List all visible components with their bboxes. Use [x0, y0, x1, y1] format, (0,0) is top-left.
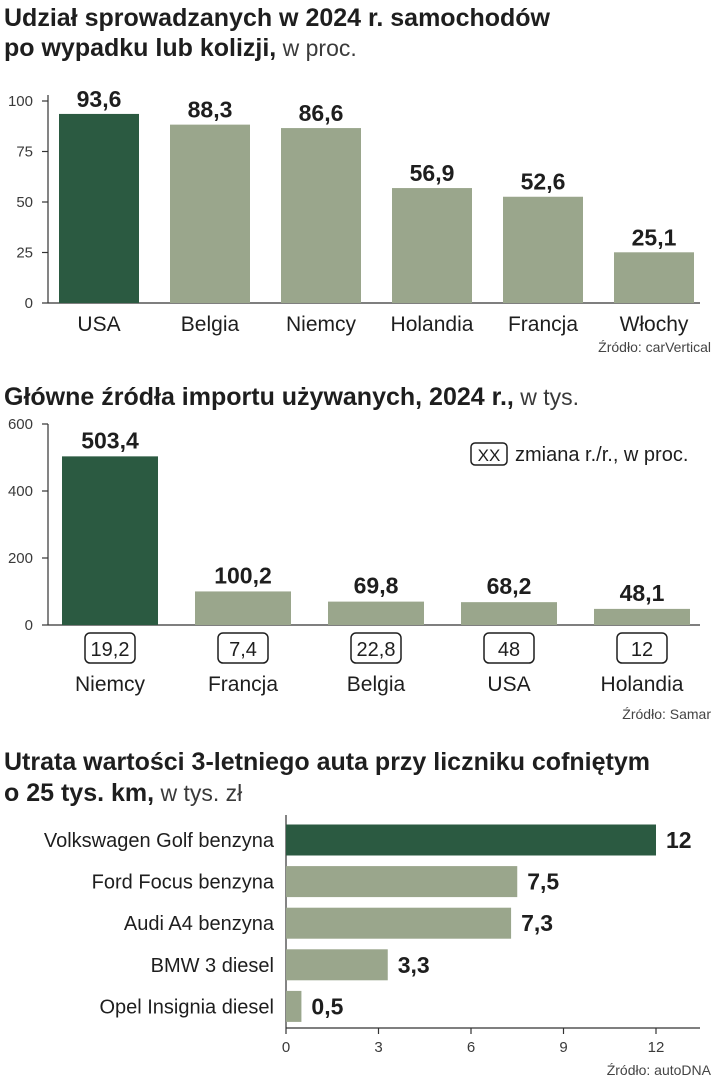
- chart2-source: Źródło: Samar: [622, 706, 711, 722]
- chart3-bar: [286, 907, 512, 939]
- chart3-bars: 12 Volkswagen Golf benzyna 7,5 Ford Focus b…: [44, 824, 692, 1022]
- chart3-bar: [286, 824, 656, 856]
- chart3-value-label: 0,5: [311, 993, 343, 1019]
- chart2-title: Główne źródła importu używanych, 2024 r.…: [4, 383, 579, 411]
- chart2-y-tick-label: 400: [8, 483, 33, 500]
- chart1-title: Udział sprowadzanych w 2024 r. samochodó…: [4, 4, 551, 32]
- chart1-bar: [281, 128, 361, 303]
- chart1-value-label: 93,6: [77, 86, 122, 112]
- chart1-source: Źródło: carVertical: [598, 339, 711, 355]
- chart1-axes: 0 25 50 75 100: [8, 93, 700, 312]
- chart3-category-label: Ford Focus benzyna: [92, 872, 275, 894]
- chart2-value-label: 69,8: [354, 573, 399, 599]
- chart1-category-label: Holandia: [391, 313, 474, 336]
- chart-import-sources: Główne źródła importu używanych, 2024 r.…: [4, 383, 711, 722]
- chart1-title-line2-bold: po wypadku lub kolizji,: [4, 34, 276, 62]
- chart2-value-label: 503,4: [81, 427, 139, 453]
- chart1-y-tick-label: 25: [16, 245, 33, 262]
- legend-box-icon: [470, 442, 508, 466]
- chart2-value-label: 68,2: [487, 573, 532, 599]
- chart1-category-label: Belgia: [181, 313, 240, 336]
- chart3-x-tick-label: 12: [648, 1039, 665, 1056]
- chart1-category-label: Francja: [508, 313, 578, 336]
- chart3-source: Źródło: autoDNA: [607, 1062, 712, 1078]
- chart2-category-label: Belgia: [347, 673, 406, 696]
- chart2-change-label: 19,2: [91, 639, 130, 661]
- chart1-bar: [614, 252, 694, 303]
- chart2-bar: [328, 601, 424, 625]
- chart3-value-label: 12: [666, 827, 692, 853]
- chart2-change-box: [483, 632, 535, 664]
- chart2-change-box: [350, 632, 402, 664]
- chart3-x-tick-label: 3: [374, 1039, 382, 1056]
- chart3-title-line2: o 25 tys. km, w tys. zł: [4, 779, 242, 807]
- chart2-change-label: 22,8: [357, 639, 396, 661]
- chart1-bar: [392, 188, 472, 303]
- chart1-y-tick-label: 50: [16, 194, 33, 211]
- chart1-title-line2: po wypadku lub kolizji, w proc.: [4, 34, 357, 62]
- chart3-x-tick-label: 0: [282, 1039, 290, 1056]
- chart2-category-label: Holandia: [601, 673, 684, 696]
- chart3-title-line2-bold: o 25 tys. km,: [4, 779, 154, 807]
- chart1-bar: [170, 124, 250, 303]
- chart2-bar: [461, 602, 557, 625]
- chart2-change-label: 48: [498, 639, 520, 661]
- legend-box-label: XX: [478, 446, 501, 465]
- chart2-value-label: 48,1: [620, 580, 665, 606]
- chart3-value-label: 3,3: [398, 952, 430, 978]
- chart2-category-label: USA: [487, 673, 530, 696]
- chart3-value-label: 7,3: [521, 910, 553, 936]
- chart2-change-label: 7,4: [229, 639, 257, 661]
- chart3-title: Utrata wartości 3-letniego auta przy lic…: [4, 748, 650, 776]
- chart1-bar: [503, 196, 583, 303]
- chart1-bar: [59, 113, 139, 303]
- chart3-unit: w tys. zł: [154, 780, 242, 806]
- chart2-y-tick-label: 200: [8, 550, 33, 567]
- chart2-bar: [594, 608, 690, 625]
- chart2-unit: w tys.: [514, 384, 579, 410]
- chart2-legend: XX zmiana r./r., w proc.: [470, 442, 688, 466]
- chart1-unit: w proc.: [276, 35, 357, 61]
- chart3-category-label: BMW 3 diesel: [151, 955, 274, 977]
- legend-label: zmiana r./r., w proc.: [515, 444, 688, 466]
- chart1-value-label: 88,3: [188, 97, 233, 123]
- chart2-bar: [195, 591, 291, 625]
- chart3-category-label: Opel Insignia diesel: [99, 996, 274, 1018]
- chart1-category-label: Niemcy: [286, 313, 357, 336]
- chart3-value-label: 7,5: [527, 869, 559, 895]
- chart3-category-label: Volkswagen Golf benzyna: [44, 830, 275, 852]
- chart2-bars: 503,4 19,2 Niemcy 100,2 7,4 Francja 69,8 22,8 Be…: [62, 427, 690, 696]
- chart1-bars: 93,6 USA 88,3 Belgia 86,6 Niemcy 56,9 Holandia 5…: [59, 86, 694, 336]
- chart2-bar: [62, 456, 158, 625]
- chart-accident-share: Udział sprowadzanych w 2024 r. samochodó…: [4, 4, 711, 355]
- chart2-change-box: [616, 632, 668, 664]
- chart2-title-bold: Główne źródła importu używanych, 2024 r.…: [4, 383, 514, 411]
- chart2-change-label: 12: [631, 639, 653, 661]
- chart2-value-label: 100,2: [214, 562, 272, 588]
- chart3-bar: [286, 866, 518, 898]
- chart3-bar: [286, 990, 302, 1022]
- chart1-value-label: 52,6: [521, 169, 566, 195]
- chart3-x-tick-label: 6: [467, 1039, 475, 1056]
- chart3-category-label: Audi A4 benzyna: [124, 913, 275, 935]
- chart2-change-box: [84, 632, 136, 664]
- chart1-category-label: USA: [77, 313, 120, 336]
- chart1-y-tick-label: 100: [8, 93, 33, 110]
- chart1-value-label: 56,9: [410, 160, 455, 186]
- chart-value-loss: Utrata wartości 3-letniego auta przy lic…: [4, 748, 712, 1078]
- chart1-category-label: Włochy: [620, 313, 689, 336]
- chart2-category-label: Francja: [208, 673, 278, 696]
- chart1-y-tick-label: 75: [16, 144, 33, 161]
- chart2-y-tick-label: 600: [8, 416, 33, 433]
- chart3-bar: [286, 949, 388, 981]
- chart2-y-tick-label: 0: [25, 617, 33, 634]
- chart3-x-tick-label: 9: [559, 1039, 567, 1056]
- chart2-change-box: [217, 632, 269, 664]
- chart1-y-tick-label: 0: [25, 295, 33, 312]
- chart1-value-label: 86,6: [299, 100, 344, 126]
- chart2-category-label: Niemcy: [75, 673, 146, 696]
- chart1-value-label: 25,1: [632, 224, 677, 250]
